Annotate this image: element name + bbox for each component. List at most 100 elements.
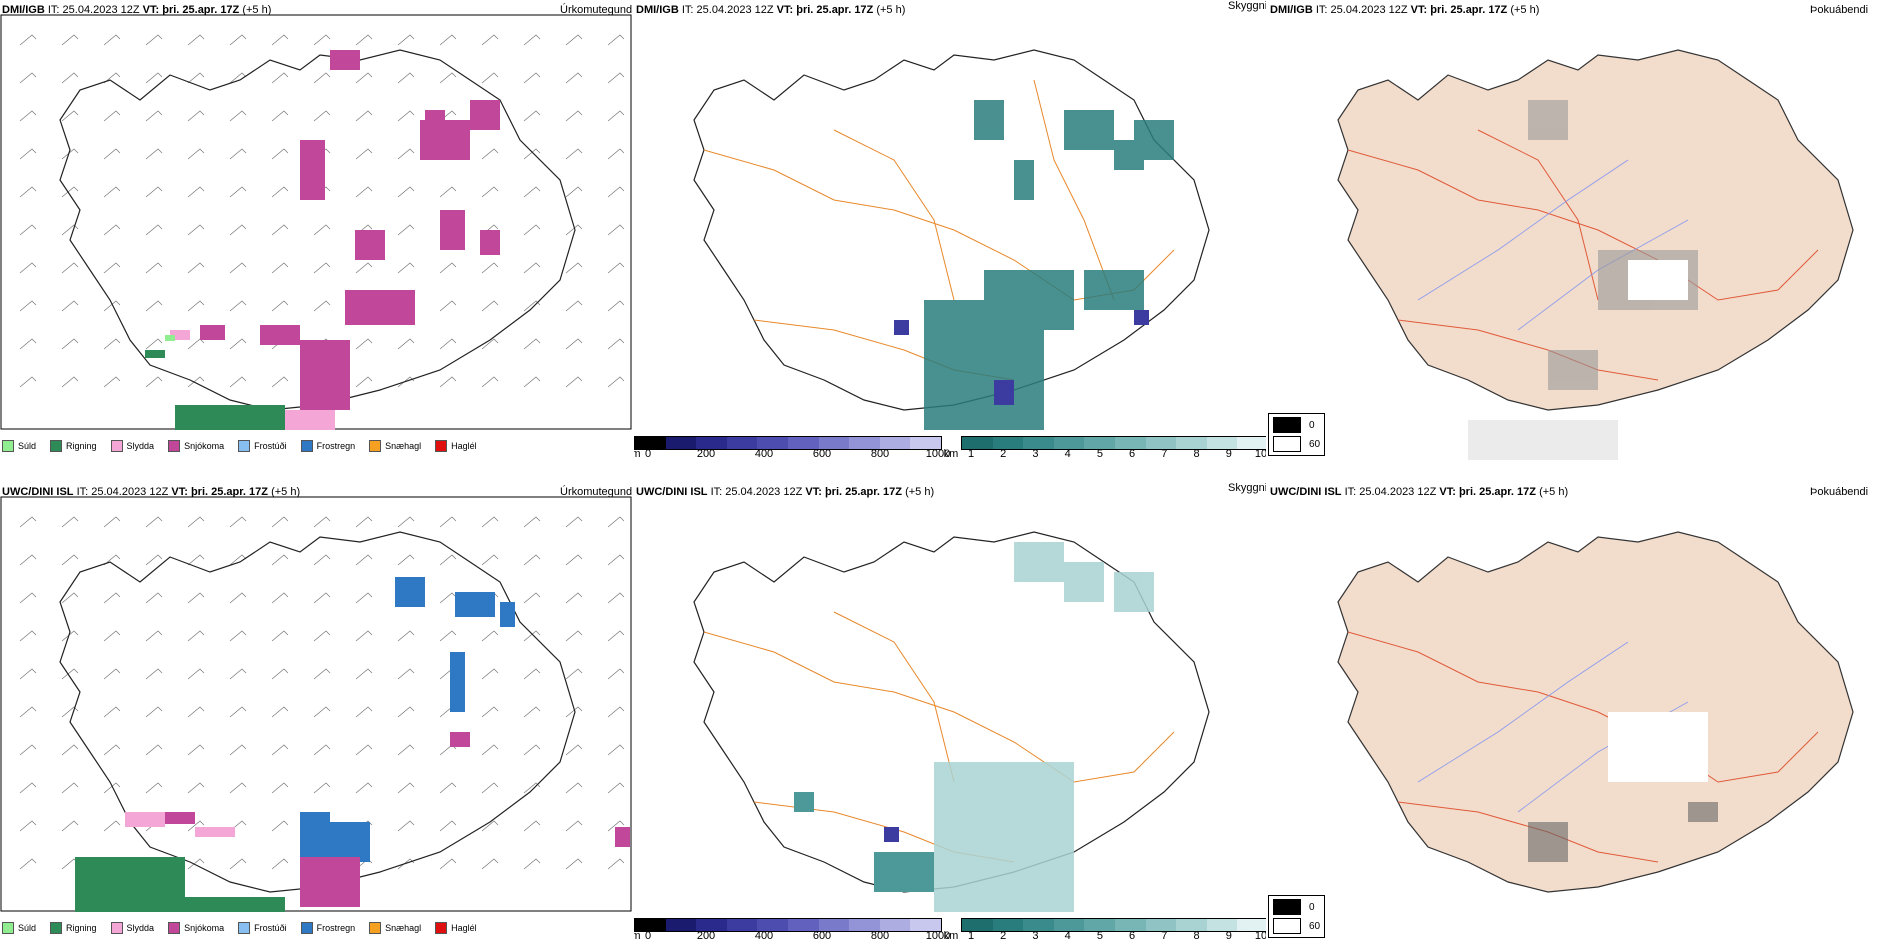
wind-barb	[271, 262, 289, 274]
wind-barb	[19, 744, 37, 756]
colorbar-segment	[635, 437, 666, 449]
wind-barb	[481, 554, 499, 566]
tick-label: 1	[967, 448, 975, 460]
colorbar-segment	[757, 919, 788, 931]
wind-barb	[607, 744, 625, 756]
wind-barb	[523, 820, 541, 832]
colorbar-segment	[1023, 919, 1054, 931]
wind-barb	[313, 300, 331, 312]
colorbar-segment	[962, 919, 993, 931]
wind-barb	[523, 706, 541, 718]
wind-barb	[397, 782, 415, 794]
legend-swatch	[110, 440, 123, 452]
wind-barb	[565, 72, 583, 84]
wind-barb	[439, 338, 457, 350]
tick-label: 10	[1254, 930, 1266, 942]
wind-barb	[61, 820, 79, 832]
wind-barb	[271, 34, 289, 46]
wind-barb	[61, 262, 79, 274]
wind-barb	[229, 630, 247, 642]
wind-barb	[481, 516, 499, 528]
wind-barb	[397, 744, 415, 756]
wind-barb	[103, 34, 121, 46]
wind-barb	[103, 592, 121, 604]
tick-label: 9	[1225, 448, 1232, 460]
wind-barb	[103, 516, 121, 528]
wind-barb	[607, 858, 625, 870]
legend-swatch	[168, 922, 181, 934]
wind-barb	[187, 376, 205, 388]
colorbar-segment	[726, 919, 758, 931]
legend-swatch	[238, 922, 251, 934]
wind-barb	[229, 592, 247, 604]
wind-barb	[61, 554, 79, 566]
tick-label: 600	[812, 930, 832, 942]
legend-swatch	[300, 922, 313, 934]
wind-barb	[607, 820, 625, 832]
tick-label: 4	[1064, 448, 1071, 460]
colorbar-segment	[726, 437, 758, 449]
wind-barb	[313, 706, 331, 718]
wind-barb	[565, 300, 583, 312]
wind-barb	[523, 300, 541, 312]
wind-barb	[607, 668, 625, 680]
wind-barb	[607, 110, 625, 122]
wind-barb	[229, 782, 247, 794]
wind-barb	[523, 338, 541, 350]
wind-barb	[313, 782, 331, 794]
wind-barb	[523, 110, 541, 122]
legend-item: Slydda	[110, 922, 154, 934]
wind-barb	[355, 376, 373, 388]
wind-barb	[19, 376, 37, 388]
wind-barb	[523, 376, 541, 388]
wind-barb	[481, 744, 499, 756]
visibility-colorbar	[961, 436, 1266, 450]
colorbar-segment	[910, 437, 941, 449]
wind-barb	[103, 300, 121, 312]
tick-label: 9	[1225, 930, 1232, 942]
tick-label: 4	[1064, 930, 1071, 942]
wind-barb	[481, 148, 499, 160]
panel-title: DMI/IGB IT: 25.04.2023 12Z VT: þri. 25.a…	[2, 4, 272, 16]
wind-barb	[313, 224, 331, 236]
wind-barb	[565, 186, 583, 198]
colorbar-segment	[1084, 919, 1115, 931]
panel-title: UWC/DINI ISL IT: 25.04.2023 12Z VT: þri.…	[636, 486, 935, 498]
wind-barb	[61, 592, 79, 604]
wind-barb	[397, 338, 415, 350]
wind-barb	[607, 630, 625, 642]
tick-label: 10	[1254, 448, 1266, 460]
wind-barb	[61, 744, 79, 756]
colorbar-segment	[665, 919, 697, 931]
wind-barb	[19, 516, 37, 528]
legend-swatch	[369, 922, 382, 934]
tick-label: 200	[696, 930, 716, 942]
wind-barb	[523, 858, 541, 870]
wind-barb	[271, 630, 289, 642]
wind-barb	[103, 72, 121, 84]
wind-barb	[229, 554, 247, 566]
wind-barb	[607, 224, 625, 236]
wind-barb	[103, 110, 121, 122]
legend-item: Snæhagl	[369, 922, 421, 934]
wind-barb	[439, 592, 457, 604]
wind-barb	[439, 554, 457, 566]
colorbar-segment	[1145, 437, 1177, 449]
legend-swatch	[300, 440, 313, 452]
wind-barb	[313, 110, 331, 122]
fog-map-top: DMI/IGB IT: 25.04.2023 12Z VT: þri. 25.a…	[1268, 0, 1900, 465]
wind-barb	[523, 34, 541, 46]
wind-barb	[397, 148, 415, 160]
colorbar-segment	[1114, 437, 1146, 449]
wind-barb	[355, 262, 373, 274]
legend-item: Snjókoma	[168, 440, 224, 452]
wind-barb	[481, 262, 499, 274]
wind-barb	[145, 338, 163, 350]
colorbar-segment	[665, 437, 697, 449]
wind-barb	[313, 744, 331, 756]
wind-barb	[103, 744, 121, 756]
tick-label: 1	[967, 930, 975, 942]
wind-barb	[61, 668, 79, 680]
wind-barb	[61, 72, 79, 84]
wind-barb	[229, 744, 247, 756]
